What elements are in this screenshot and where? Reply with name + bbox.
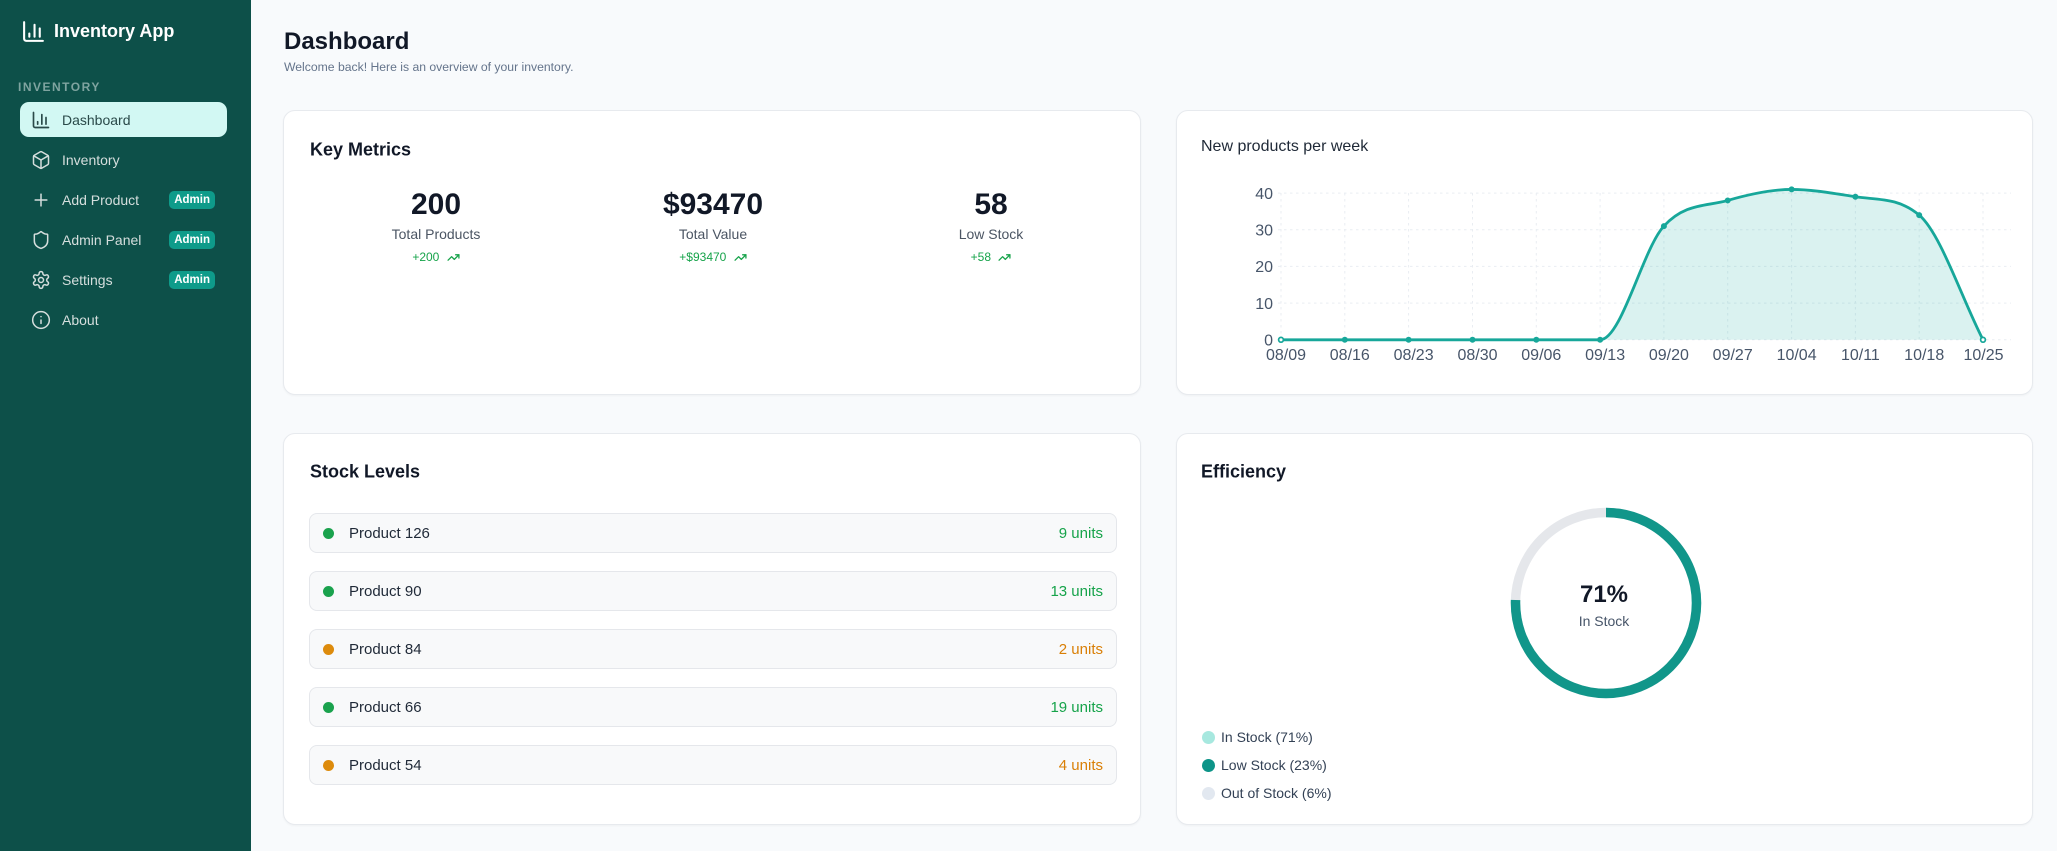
svg-text:10: 10: [1255, 296, 1273, 313]
svg-text:09/06: 09/06: [1521, 347, 1561, 364]
svg-text:09/27: 09/27: [1713, 347, 1753, 364]
svg-text:30: 30: [1255, 223, 1273, 240]
svg-text:20: 20: [1255, 259, 1273, 276]
svg-text:10/18: 10/18: [1904, 347, 1944, 364]
svg-text:08/09: 08/09: [1266, 347, 1306, 364]
svg-text:10/25: 10/25: [1963, 347, 2003, 364]
svg-text:08/16: 08/16: [1330, 347, 1370, 364]
svg-text:0: 0: [1264, 333, 1273, 350]
svg-text:08/30: 08/30: [1457, 347, 1497, 364]
svg-text:09/20: 09/20: [1649, 347, 1689, 364]
svg-text:08/23: 08/23: [1394, 347, 1434, 364]
svg-text:09/13: 09/13: [1585, 347, 1625, 364]
svg-text:40: 40: [1255, 186, 1273, 203]
svg-text:10/04: 10/04: [1777, 347, 1817, 364]
svg-text:10/11: 10/11: [1841, 347, 1880, 364]
